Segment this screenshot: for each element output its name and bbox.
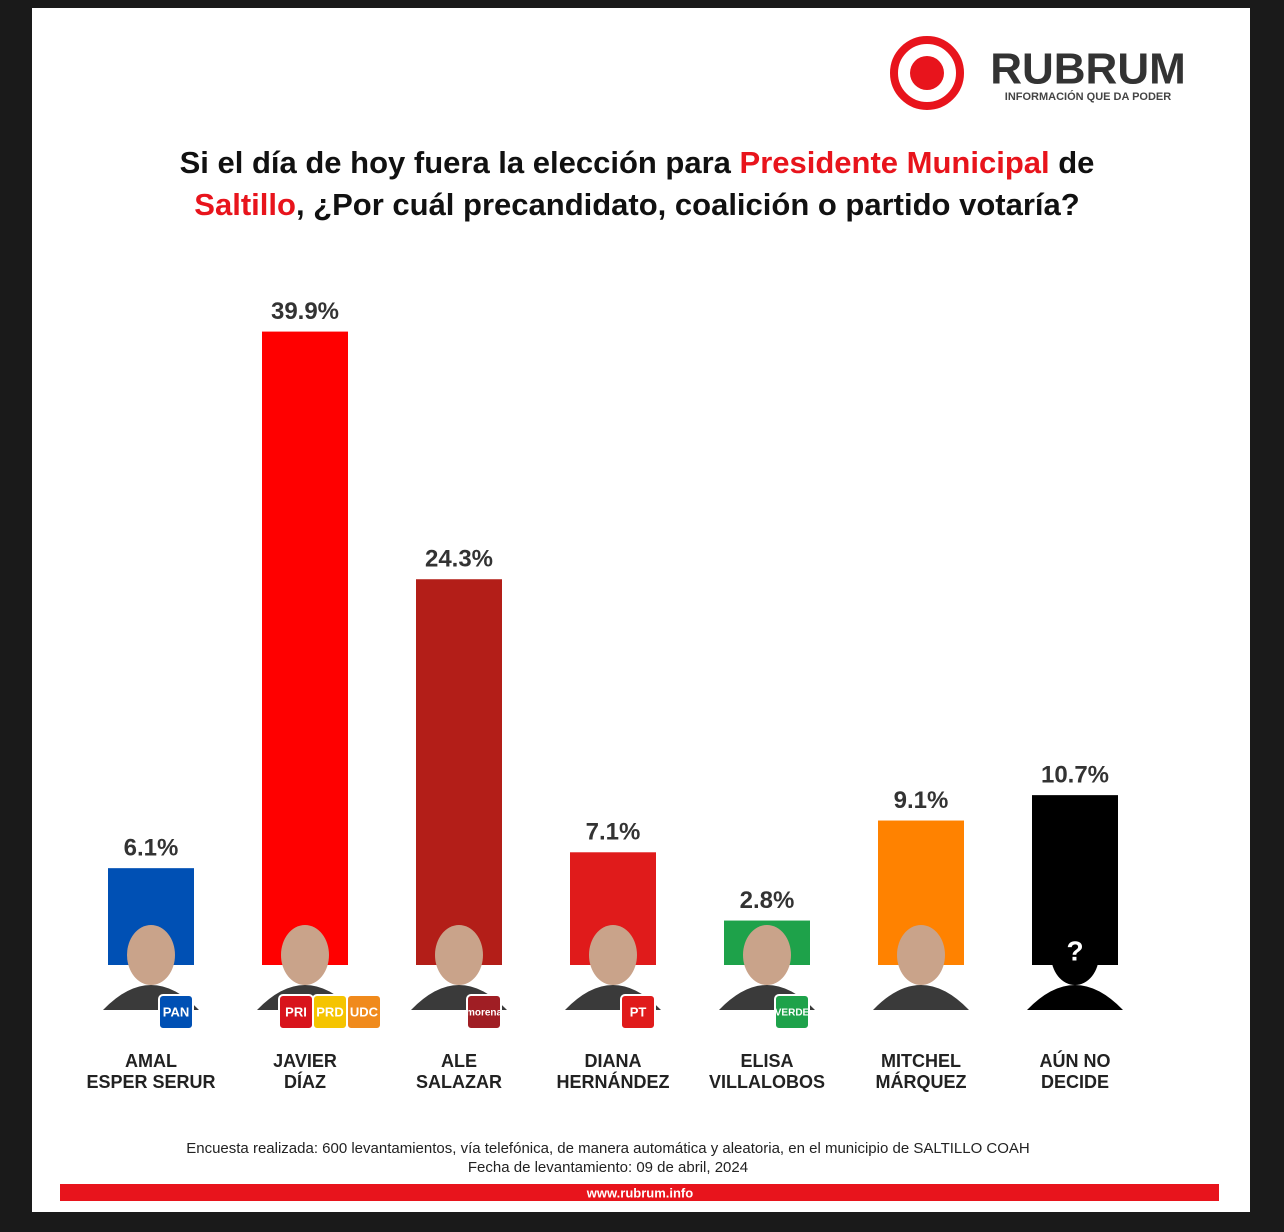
title-line: Si el día de hoy fuera la elección para … [180, 145, 1095, 180]
title-part: Saltillo [194, 187, 296, 222]
x-tick-label: ELISA [740, 1051, 793, 1071]
portrait-head [281, 925, 329, 985]
x-tick-label: AMAL [125, 1051, 177, 1071]
value-label: 10.7% [1041, 761, 1109, 788]
value-label: 6.1% [124, 835, 179, 862]
title-line: Saltillo, ¿Por cuál precandidato, coalic… [194, 187, 1079, 222]
portrait-head [743, 925, 791, 985]
value-label: 9.1% [894, 787, 949, 814]
title-part: , ¿Por cuál precandidato, coalición o pa… [296, 187, 1080, 222]
party-badge [620, 994, 656, 1030]
footer-bar [60, 1184, 1219, 1201]
title-part: de [1050, 145, 1095, 180]
portrait-head [897, 925, 945, 985]
party-name: morena [466, 1008, 503, 1019]
logo-ring [890, 36, 964, 110]
portrait-head [435, 925, 483, 985]
x-tick-label: MITCHEL [881, 1051, 961, 1071]
party-name: UDC [350, 1004, 379, 1019]
unknown-mark: ? [1066, 935, 1083, 966]
title-part: Si el día de hoy fuera la elección para [180, 145, 740, 180]
party-badge [346, 994, 382, 1030]
logo-tagline: INFORMACIÓN QUE DA PODER [1005, 90, 1171, 103]
x-tick-label: MÁRQUEZ [876, 1071, 967, 1092]
logo-dot [910, 56, 944, 90]
party-badge [158, 994, 194, 1030]
portrait-head [1051, 925, 1099, 985]
x-tick-label: ESPER SERUR [86, 1072, 215, 1092]
party-name: PRI [285, 1004, 307, 1019]
title-part: Presidente Municipal [740, 145, 1050, 180]
party-badge [774, 994, 810, 1030]
value-label: 2.8% [740, 887, 795, 914]
x-tick-label: SALAZAR [416, 1072, 502, 1092]
x-tick-label: AÚN NO [1040, 1050, 1111, 1071]
party-name: VERDE [775, 1008, 810, 1019]
portrait-head [127, 925, 175, 985]
x-tick-label: DIANA [585, 1051, 642, 1071]
logo-name: RUBRUM [990, 45, 1186, 94]
bar [416, 579, 502, 965]
x-tick-label: JAVIER [273, 1051, 337, 1071]
note: Encuesta realizada: 600 levantamientos, … [186, 1140, 1030, 1157]
x-tick-label: HERNÁNDEZ [556, 1071, 669, 1092]
value-label: 7.1% [586, 819, 641, 846]
value-label: 39.9% [271, 298, 339, 325]
bar [262, 331, 348, 965]
x-tick-label: DÍAZ [284, 1071, 326, 1092]
x-tick-label: VILLALOBOS [709, 1072, 825, 1092]
portrait-head [589, 925, 637, 985]
portrait-body [1027, 985, 1123, 1010]
footer-url: www.rubrum.info [586, 1185, 693, 1200]
party-badge [466, 994, 502, 1030]
note: Fecha de levantamiento: 09 de abril, 202… [468, 1159, 748, 1176]
party-name: PAN [163, 1004, 189, 1019]
x-tick-label: DECIDE [1041, 1072, 1109, 1092]
x-tick-label: ALE [441, 1051, 477, 1071]
party-name: PRD [316, 1004, 343, 1019]
portrait-body [873, 985, 969, 1010]
party-name: PT [630, 1004, 647, 1019]
value-label: 24.3% [425, 546, 493, 573]
